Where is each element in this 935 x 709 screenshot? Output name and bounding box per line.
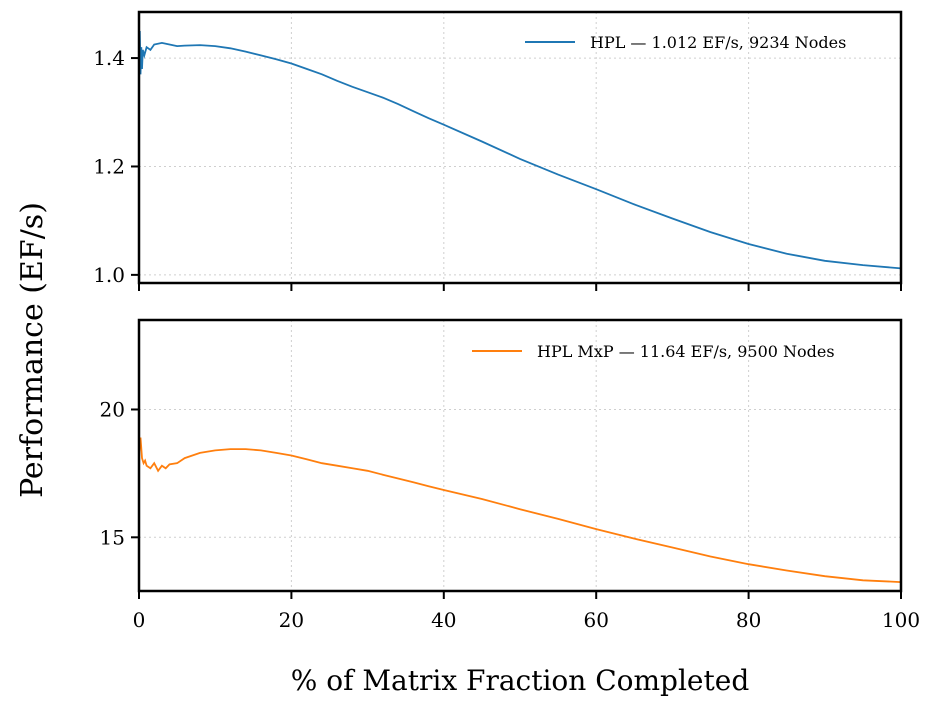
x-tick-label: 40 — [431, 608, 456, 632]
y-tick-label: 1.0 — [93, 263, 125, 287]
y-tick-label: 20 — [100, 397, 125, 421]
x-axis-title: % of Matrix Fraction Completed — [291, 664, 750, 697]
bottom-legend: HPL MxP — 11.64 EF/s, 9500 Nodes — [472, 342, 835, 361]
hpl-legend-label: HPL — 1.012 EF/s, 9234 Nodes — [590, 33, 846, 52]
y-tick-label: 1.4 — [93, 46, 125, 70]
top-x-ticks — [138, 283, 902, 291]
top-y-ticks: 1.0 1.2 1.4 — [93, 46, 139, 287]
hpl-series-line — [138, 30, 902, 270]
top-legend: HPL — 1.012 EF/s, 9234 Nodes — [525, 33, 846, 52]
x-tick-label: 0 — [133, 608, 146, 632]
bottom-x-ticks: 0 20 40 60 80 100 — [133, 591, 920, 632]
hpl-mxp-series-line — [138, 437, 902, 583]
x-tick-label: 100 — [882, 608, 920, 632]
x-tick-label: 20 — [279, 608, 304, 632]
y-tick-label: 15 — [100, 525, 125, 549]
x-tick-label: 80 — [736, 608, 761, 632]
top-panel: 1.0 1.2 1.4 HPL — 1.012 EF/s, 9234 Nodes — [93, 10, 903, 291]
x-tick-label: 60 — [583, 608, 608, 632]
hpl-mxp-legend-label: HPL MxP — 11.64 EF/s, 9500 Nodes — [537, 342, 835, 361]
y-axis-title: Performance (EF/s) — [15, 202, 50, 498]
top-plot-frame — [137, 10, 903, 285]
y-tick-label: 1.2 — [93, 154, 125, 178]
bottom-plot-frame — [137, 318, 903, 593]
